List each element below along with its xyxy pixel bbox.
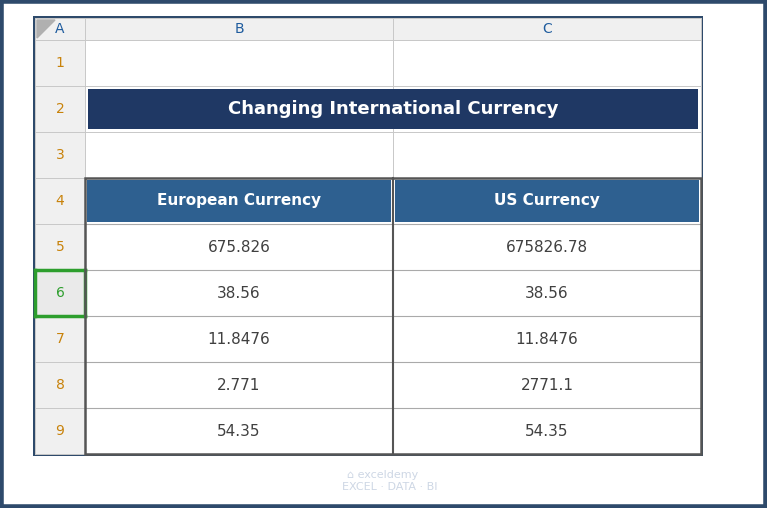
Text: 38.56: 38.56 [525, 285, 569, 301]
Text: 2771.1: 2771.1 [521, 377, 574, 393]
Polygon shape [37, 20, 55, 38]
Bar [88, 89, 698, 129]
Bar [87, 180, 391, 222]
Bar [85, 178, 701, 454]
Text: 11.8476: 11.8476 [515, 332, 578, 346]
Text: 5: 5 [56, 240, 64, 254]
Text: 54.35: 54.35 [525, 424, 569, 438]
Text: 8: 8 [55, 378, 64, 392]
Text: A: A [55, 22, 64, 36]
Text: ⌂ exceldemy
    EXCEL · DATA · BI: ⌂ exceldemy EXCEL · DATA · BI [328, 470, 438, 492]
Bar [35, 270, 85, 316]
Text: 6: 6 [55, 286, 64, 300]
Text: Changing International Currency: Changing International Currency [228, 100, 558, 118]
Bar [33, 16, 703, 456]
Text: C: C [542, 22, 552, 36]
Text: 7: 7 [56, 332, 64, 346]
Text: 1: 1 [55, 56, 64, 70]
Text: 9: 9 [55, 424, 64, 438]
Text: 38.56: 38.56 [217, 285, 261, 301]
Bar [395, 180, 699, 222]
Text: 2.771: 2.771 [217, 377, 261, 393]
Text: B: B [234, 22, 244, 36]
Text: 675.826: 675.826 [208, 239, 271, 255]
Text: European Currency: European Currency [157, 194, 321, 208]
Text: 2: 2 [56, 102, 64, 116]
Text: US Currency: US Currency [494, 194, 600, 208]
Text: 3: 3 [56, 148, 64, 162]
Text: 54.35: 54.35 [217, 424, 261, 438]
Text: 675826.78: 675826.78 [506, 239, 588, 255]
Bar [35, 18, 701, 454]
Bar [85, 40, 701, 454]
Text: 11.8476: 11.8476 [208, 332, 271, 346]
Text: 4: 4 [56, 194, 64, 208]
